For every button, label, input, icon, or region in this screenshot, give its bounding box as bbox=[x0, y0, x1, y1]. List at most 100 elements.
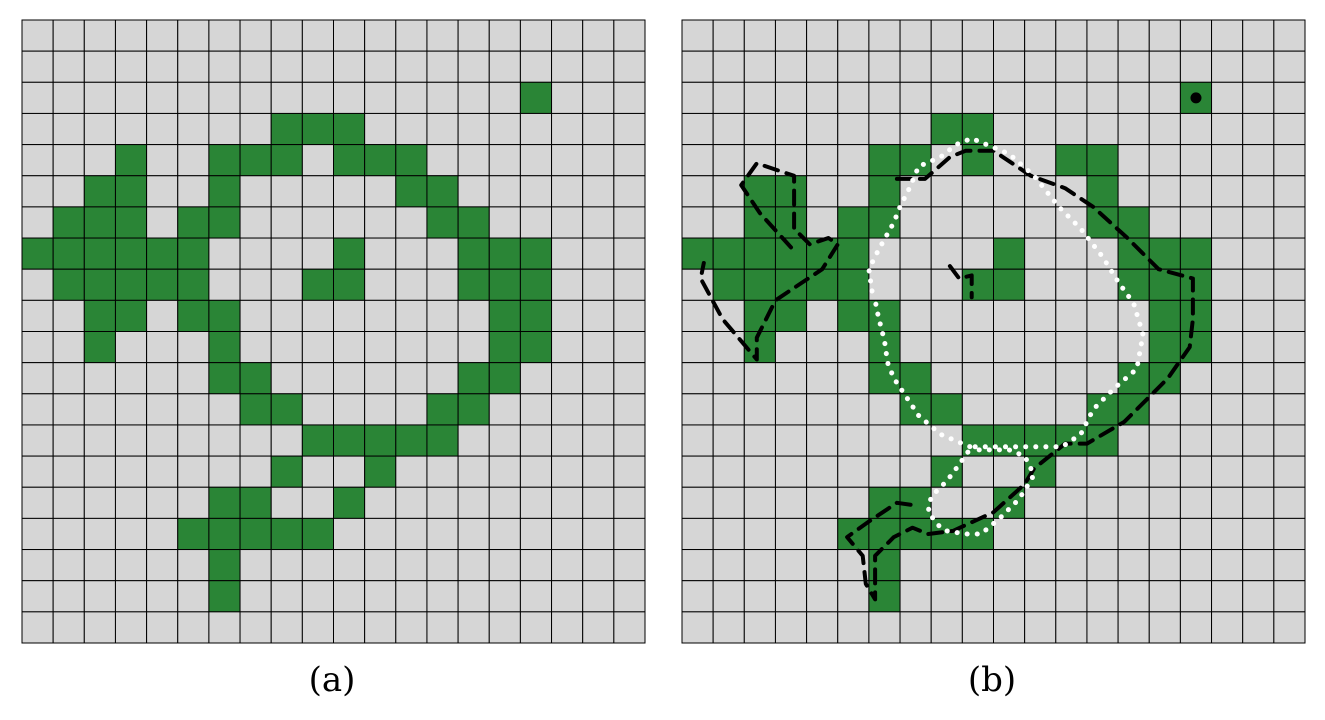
grid-cell bbox=[52, 81, 85, 114]
grid-cell bbox=[457, 549, 490, 582]
grid-cell bbox=[146, 331, 179, 364]
grid-cell-filled bbox=[457, 362, 490, 395]
grid-cell bbox=[1211, 206, 1244, 239]
grid-cell bbox=[582, 611, 615, 644]
grid-cell bbox=[1273, 455, 1306, 488]
grid-cell bbox=[488, 175, 521, 208]
grid-cell bbox=[806, 19, 839, 52]
grid-cell bbox=[52, 331, 85, 364]
grid-cell bbox=[333, 393, 366, 426]
grid-cell bbox=[270, 549, 303, 582]
grid-cell bbox=[551, 393, 584, 426]
grid-cell bbox=[930, 19, 963, 52]
grid-cell bbox=[1086, 362, 1119, 395]
grid-cell bbox=[1273, 175, 1306, 208]
grid-cell bbox=[83, 362, 116, 395]
grid-cell bbox=[1055, 19, 1088, 52]
grid-cell bbox=[837, 393, 870, 426]
grid-cell bbox=[146, 144, 179, 177]
grid-cell bbox=[333, 175, 366, 208]
grid-cell bbox=[52, 175, 85, 208]
grid-cell bbox=[993, 331, 1026, 364]
grid-cell bbox=[1055, 81, 1088, 114]
grid-cell bbox=[1242, 112, 1275, 146]
grid-cell-filled bbox=[519, 331, 553, 364]
grid-cell bbox=[712, 517, 745, 551]
grid-cell-filled bbox=[301, 424, 335, 457]
grid-cell bbox=[52, 19, 85, 52]
grid-cell bbox=[774, 393, 808, 426]
grid-cell-filled bbox=[774, 175, 808, 208]
grid-cell bbox=[712, 393, 745, 426]
grid-cell bbox=[395, 299, 428, 333]
grid-cell-filled bbox=[743, 268, 776, 301]
grid-cell bbox=[114, 580, 148, 613]
grid-cell bbox=[364, 331, 397, 364]
grid-cell bbox=[806, 299, 839, 333]
grid-cell bbox=[681, 517, 714, 551]
grid-cell bbox=[333, 362, 366, 395]
grid-cell bbox=[21, 393, 54, 426]
grid-cell bbox=[582, 144, 615, 177]
grid-cell bbox=[177, 81, 210, 114]
grid-cell bbox=[1273, 580, 1306, 613]
grid-cell bbox=[83, 455, 116, 488]
grid-cell bbox=[774, 112, 808, 146]
grid-cell bbox=[1117, 19, 1150, 52]
grid-cell bbox=[551, 455, 584, 488]
grid-cell bbox=[301, 144, 335, 177]
grid-cell bbox=[1242, 580, 1275, 613]
grid-cell-filled bbox=[1055, 144, 1088, 177]
grid-cell bbox=[1024, 549, 1057, 582]
grid-cell bbox=[1055, 611, 1088, 644]
grid-cell bbox=[364, 299, 397, 333]
grid-cell bbox=[582, 517, 615, 551]
grid-cell bbox=[613, 331, 646, 364]
grid-cell bbox=[774, 486, 808, 519]
grid-cell bbox=[743, 517, 776, 551]
grid-cell bbox=[1179, 362, 1213, 395]
grid-cell bbox=[1179, 112, 1213, 146]
grid-cell bbox=[1273, 268, 1306, 301]
grid-cell bbox=[1024, 50, 1057, 83]
grid-cell bbox=[457, 299, 490, 333]
grid-cell bbox=[270, 299, 303, 333]
grid-cell bbox=[837, 175, 870, 208]
grid-cell bbox=[582, 237, 615, 270]
grid-cell bbox=[364, 50, 397, 83]
grid-cell bbox=[239, 549, 272, 582]
grid-cell bbox=[21, 268, 54, 301]
grid-cell bbox=[551, 206, 584, 239]
grid-cell bbox=[582, 206, 615, 239]
grid-cell bbox=[806, 112, 839, 146]
grid-cell bbox=[1086, 19, 1119, 52]
grid-cell bbox=[681, 144, 714, 177]
grid-cell-filled bbox=[868, 144, 901, 177]
grid-cell bbox=[146, 393, 179, 426]
grid-cell bbox=[613, 299, 646, 333]
grid-cell bbox=[1211, 486, 1244, 519]
grid-cell bbox=[681, 393, 714, 426]
grid-cell bbox=[1242, 424, 1275, 457]
grid-cell bbox=[208, 455, 241, 488]
grid-cell bbox=[395, 112, 428, 146]
grid-cell bbox=[1055, 206, 1088, 239]
grid-cell bbox=[1273, 237, 1306, 270]
grid-cell-filled bbox=[519, 237, 553, 270]
grid-cell bbox=[837, 331, 870, 364]
grid-cell-filled bbox=[1179, 331, 1213, 364]
grid-cell bbox=[146, 517, 179, 551]
grid-cell bbox=[146, 50, 179, 83]
grid-cell bbox=[993, 455, 1026, 488]
grid-cell bbox=[551, 580, 584, 613]
grid-cell bbox=[1179, 580, 1213, 613]
grid-cell bbox=[582, 175, 615, 208]
grid-cell bbox=[551, 268, 584, 301]
grid-cell bbox=[426, 81, 459, 114]
grid-cell bbox=[1055, 580, 1088, 613]
grid-cell bbox=[961, 455, 994, 488]
grid-cell bbox=[1117, 50, 1150, 83]
grid-cell-filled bbox=[146, 268, 179, 301]
grid-cell bbox=[457, 580, 490, 613]
grid-cell bbox=[21, 206, 54, 239]
